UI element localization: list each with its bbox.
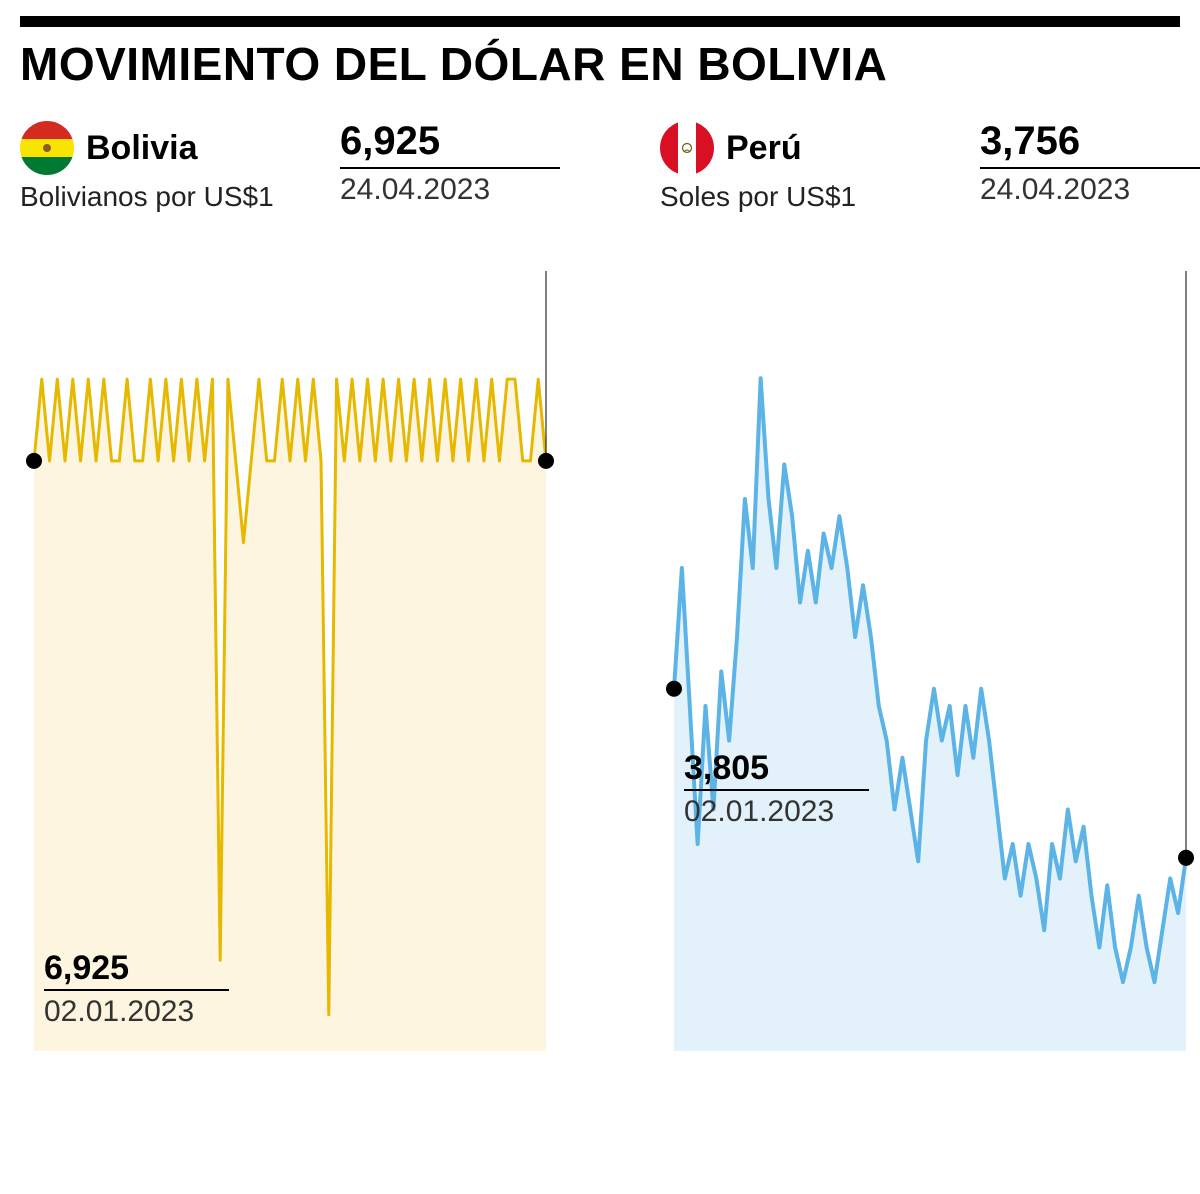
end-rule [980, 167, 1200, 169]
start-value: 6,925 [44, 951, 229, 985]
chart-peru: 3,805 02.01.2023 [660, 271, 1200, 1051]
start-rule [44, 989, 229, 991]
panel-bolivia: Bolivia Bolivianos por US$1 6,925 24.04.… [20, 121, 560, 1051]
flag-icon-peru [660, 121, 714, 175]
start-rule [684, 789, 869, 791]
end-value: 3,756 [980, 121, 1200, 161]
end-label-peru: 3,756 24.04.2023 [980, 121, 1200, 207]
panel-name: Perú [726, 129, 802, 168]
start-label-bolivia: 6,925 02.01.2023 [44, 951, 229, 1029]
flag-icon-bolivia [20, 121, 74, 175]
end-date: 24.04.2023 [340, 173, 560, 207]
end-value: 6,925 [340, 121, 560, 161]
start-value: 3,805 [684, 751, 869, 785]
charts-row: Bolivia Bolivianos por US$1 6,925 24.04.… [20, 121, 1180, 1051]
page-title: MOVIMIENTO DEL DÓLAR EN BOLIVIA [20, 37, 1180, 91]
end-rule [340, 167, 560, 169]
start-date: 02.01.2023 [684, 795, 869, 829]
panel-name: Bolivia [86, 129, 197, 168]
end-label-bolivia: 6,925 24.04.2023 [340, 121, 560, 207]
end-date: 24.04.2023 [980, 173, 1200, 207]
top-rule [20, 16, 1180, 27]
panel-peru: Perú Soles por US$1 3,756 24.04.2023 3,8… [660, 121, 1200, 1051]
start-date: 02.01.2023 [44, 995, 229, 1029]
start-label-peru: 3,805 02.01.2023 [684, 751, 869, 829]
chart-bolivia: 6,925 02.01.2023 [20, 271, 560, 1051]
